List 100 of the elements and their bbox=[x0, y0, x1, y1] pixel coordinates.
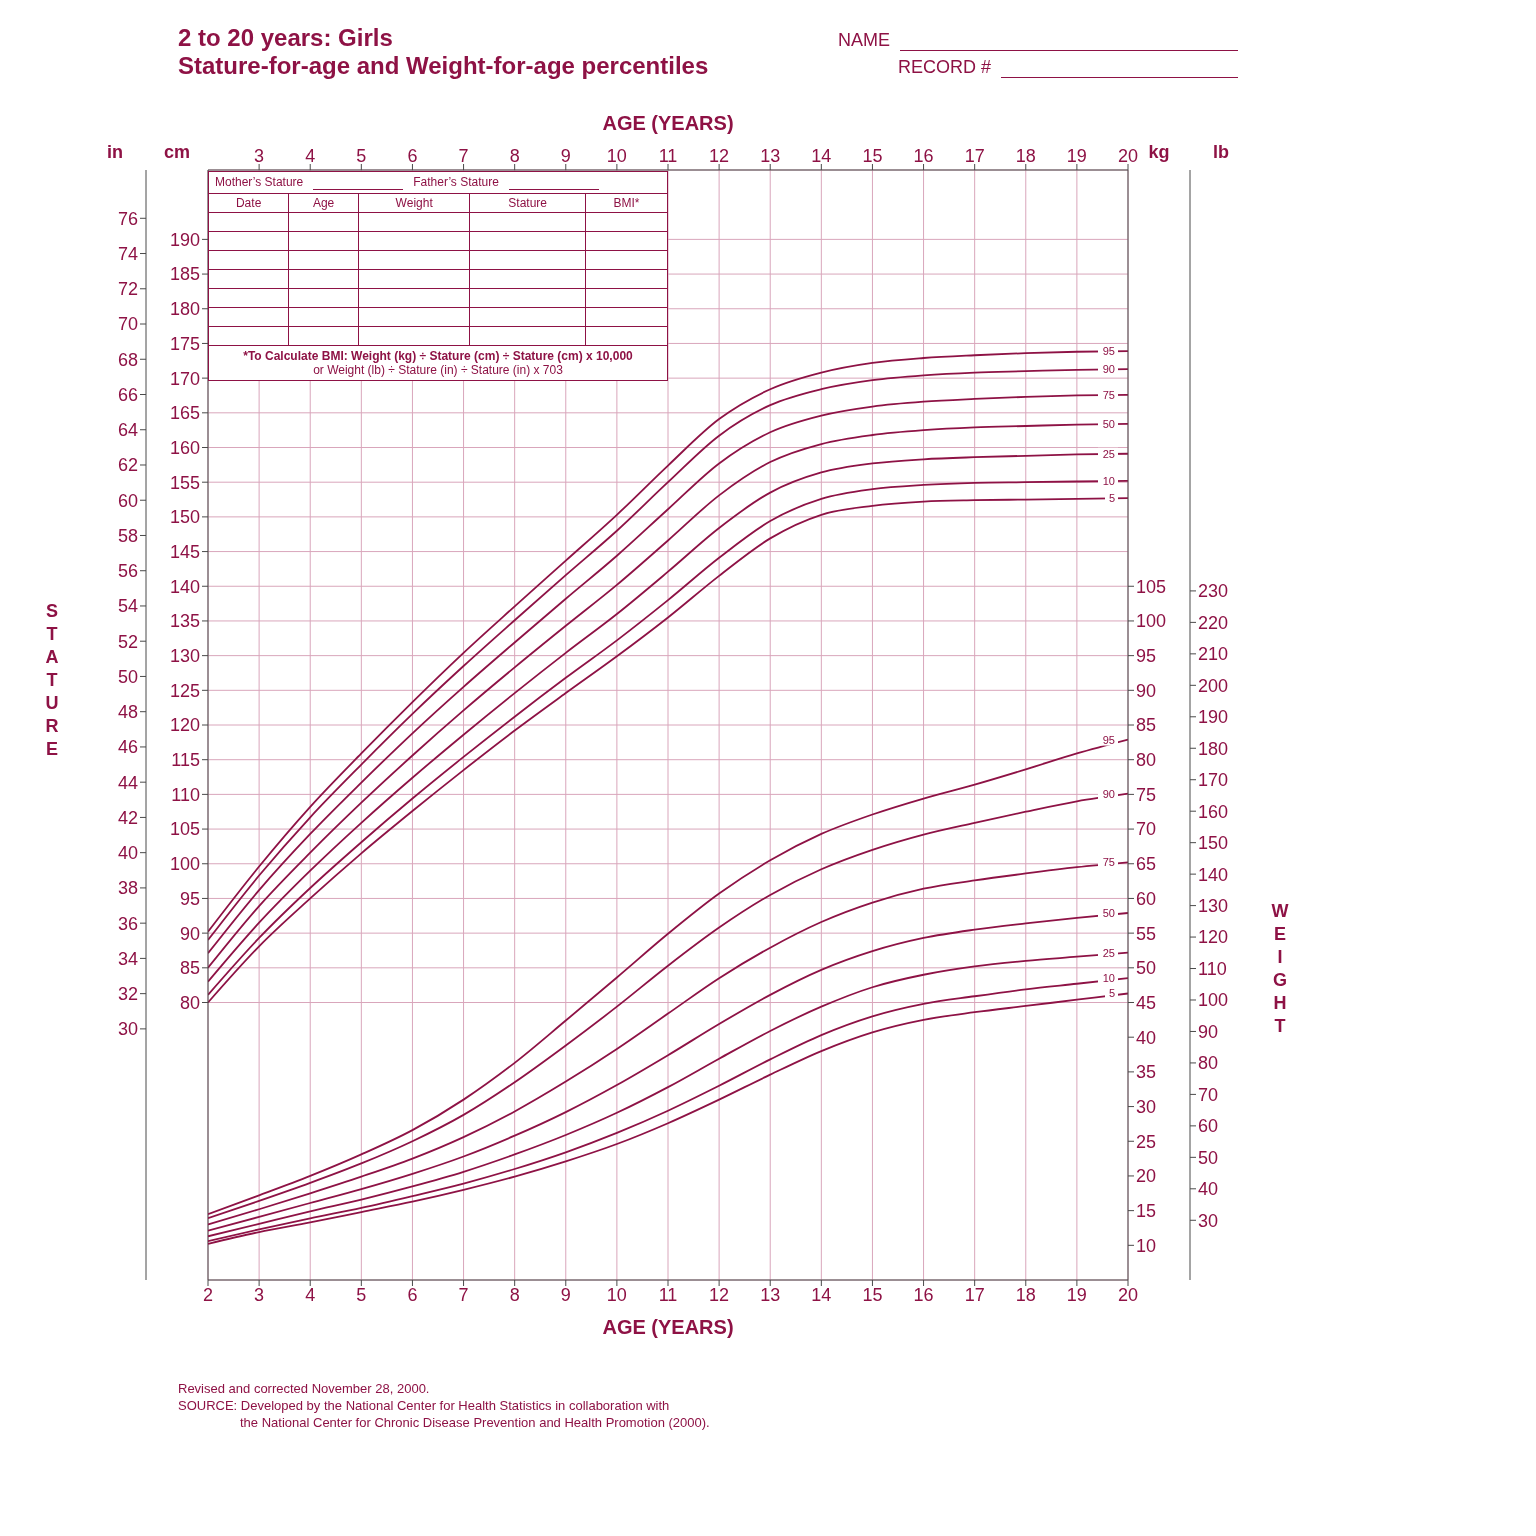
y-tick-label: 70 bbox=[117, 314, 138, 335]
x2-tick-label: 20 bbox=[1117, 146, 1139, 166]
x-tick-label: 19 bbox=[1066, 1284, 1087, 1305]
series-label: 5 bbox=[1108, 492, 1115, 505]
y-tick-label: 30 bbox=[117, 1019, 138, 1040]
annotation: Father’s Stature bbox=[413, 175, 499, 189]
y2-tick-label: 100 bbox=[1136, 611, 1167, 632]
series-label: 90 bbox=[1102, 363, 1115, 376]
x-tick-label: 20 bbox=[1117, 1284, 1139, 1305]
x-tick-label: 17 bbox=[964, 1284, 985, 1305]
annotation: Stature bbox=[469, 193, 586, 213]
source-note: SOURCE: Developed by the National Center for Health Statistics in collaboration with bbox=[178, 1397, 671, 1414]
x-tick-label: 7 bbox=[458, 1284, 469, 1305]
y2-tick-label: 70 bbox=[1136, 819, 1157, 840]
y-tick-label: 90 bbox=[1198, 1021, 1219, 1042]
y2-axis-title: kg bbox=[1148, 142, 1170, 162]
y2-tick-label: 15 bbox=[1136, 1201, 1157, 1222]
series-label: 50 bbox=[1102, 417, 1115, 430]
y-tick-label: 56 bbox=[117, 561, 138, 582]
y-tick-label: 36 bbox=[117, 913, 138, 934]
x2-tick-label: 13 bbox=[760, 146, 781, 166]
y-tick-label: 70 bbox=[1198, 1084, 1219, 1105]
text: lb bbox=[1213, 142, 1229, 162]
y2-tick-label: 180 bbox=[169, 299, 200, 320]
y2-tick-label: 135 bbox=[169, 611, 200, 632]
text: RECORD # bbox=[898, 57, 992, 78]
y2-tick-label: 80 bbox=[1136, 750, 1157, 771]
y2-tick-label: 155 bbox=[169, 472, 200, 493]
y2-tick-label: 10 bbox=[1136, 1235, 1157, 1256]
chart-subtitle: Stature-for-age and Weight-for-age percentiles bbox=[178, 52, 709, 80]
y-tick-label: 140 bbox=[1198, 864, 1229, 885]
y-tick-label: 80 bbox=[1198, 1053, 1219, 1074]
y2-tick-label: 130 bbox=[169, 646, 200, 667]
y-tick-label: 150 bbox=[1198, 833, 1229, 854]
y-axis-title: WEIGHT bbox=[1270, 900, 1290, 1038]
y-tick-label: 44 bbox=[117, 772, 138, 793]
series-label: 50 bbox=[1102, 907, 1115, 920]
y2-tick-label: 95 bbox=[179, 888, 200, 909]
y-tick-label: 74 bbox=[117, 243, 138, 264]
x-tick-label: 6 bbox=[407, 1284, 418, 1305]
y2-tick-label: 175 bbox=[169, 333, 200, 354]
x2-tick-label: 6 bbox=[407, 146, 418, 166]
y-axis-title: STATURE bbox=[44, 600, 60, 761]
y-tick-label: 48 bbox=[117, 702, 138, 723]
chart-title: 2 to 20 years: Girls bbox=[178, 24, 394, 52]
y2-tick-label: 120 bbox=[169, 715, 200, 736]
text: the National Center for Chronic Disease Prevention and Health Promotion (2000). bbox=[240, 1414, 711, 1431]
y2-tick-label: 30 bbox=[1136, 1096, 1157, 1117]
y2-tick-label: 80 bbox=[179, 992, 200, 1013]
y-tick-label: 66 bbox=[117, 384, 138, 405]
y2-tick-label: 85 bbox=[179, 958, 200, 979]
x2-axis-title: AGE (YEARS) bbox=[602, 112, 734, 135]
y-tick-label: 110 bbox=[1198, 958, 1227, 979]
y-tick-label: 120 bbox=[1198, 927, 1229, 948]
x-tick-label: 5 bbox=[356, 1284, 367, 1305]
y2-tick-label: 125 bbox=[169, 680, 200, 701]
y2-tick-label: 145 bbox=[169, 541, 200, 562]
y-tick-label: 38 bbox=[117, 878, 138, 899]
y-tick-label: 190 bbox=[1198, 707, 1229, 728]
y2-tick-label: 100 bbox=[169, 854, 200, 875]
y-tick-label: 170 bbox=[1198, 770, 1229, 791]
y2-tick-label: 170 bbox=[169, 368, 200, 389]
y2-tick-label: 20 bbox=[1136, 1166, 1157, 1187]
y2-tick-label: 50 bbox=[1136, 958, 1157, 979]
y2-tick-label: 75 bbox=[1136, 784, 1157, 805]
x2-tick-label: 14 bbox=[811, 146, 832, 166]
y-tick-label: 64 bbox=[117, 420, 138, 441]
x-tick-label: 11 bbox=[658, 1284, 678, 1305]
y-tick-label: 34 bbox=[117, 948, 138, 969]
y-tick-label: 200 bbox=[1198, 675, 1229, 696]
x2-tick-label: 19 bbox=[1066, 146, 1087, 166]
series-label: 5 bbox=[1108, 987, 1115, 1000]
x2-tick-label: 17 bbox=[964, 146, 985, 166]
y2-tick-label: 190 bbox=[169, 229, 200, 250]
y-tick-label: 100 bbox=[1198, 990, 1229, 1011]
y-tick-label: 60 bbox=[1198, 1116, 1219, 1137]
y-tick-label: 40 bbox=[117, 843, 138, 864]
y-tick-label: 130 bbox=[1198, 895, 1229, 916]
x-tick-label: 12 bbox=[709, 1284, 730, 1305]
annotation: or Weight (lb) ÷ Stature (in) ÷ Stature (in) x 703 bbox=[312, 363, 564, 377]
series-label: 25 bbox=[1102, 447, 1115, 460]
y-tick-label: 62 bbox=[117, 455, 138, 476]
y-tick-label: 50 bbox=[1198, 1147, 1219, 1168]
x-tick-label: 18 bbox=[1015, 1284, 1036, 1305]
x-tick-label: 13 bbox=[760, 1284, 781, 1305]
y2-tick-label: 160 bbox=[169, 437, 200, 458]
y-tick-label: 76 bbox=[117, 208, 138, 229]
series-label: 10 bbox=[1102, 474, 1115, 487]
y-tick-label: 160 bbox=[1198, 801, 1229, 822]
y2-tick-label: 105 bbox=[169, 819, 200, 840]
x2-tick-label: 12 bbox=[709, 146, 730, 166]
text: in bbox=[107, 142, 123, 162]
y2-tick-label: 90 bbox=[179, 923, 200, 944]
x2-tick-label: 9 bbox=[560, 146, 571, 166]
y-tick-label: 42 bbox=[117, 807, 138, 828]
annotation: Weight bbox=[358, 193, 470, 213]
series-label: 95 bbox=[1102, 345, 1115, 358]
y-tick-label: 180 bbox=[1198, 738, 1229, 759]
x2-tick-label: 16 bbox=[913, 146, 934, 166]
x-tick-label: 15 bbox=[862, 1284, 883, 1305]
